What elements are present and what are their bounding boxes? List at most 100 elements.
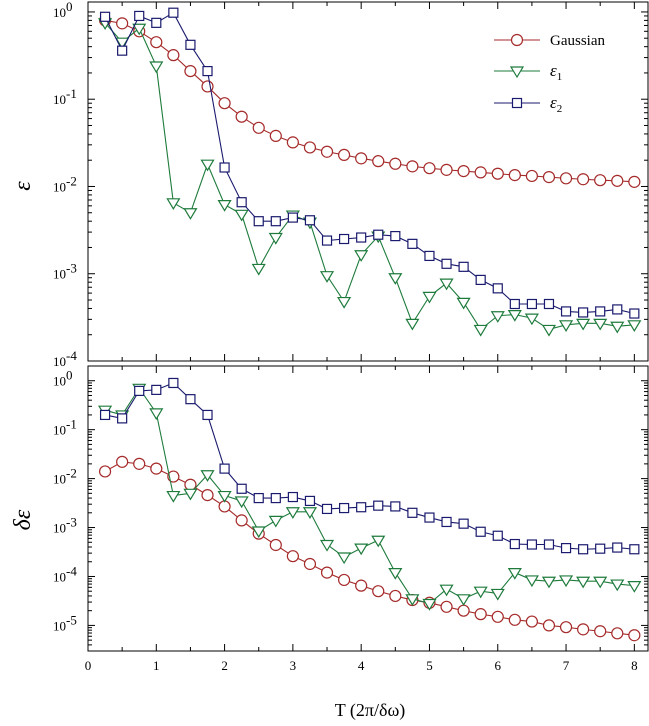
top-point-0 bbox=[457, 165, 470, 178]
bottom-point-1 bbox=[234, 496, 249, 509]
top-point-2 bbox=[202, 65, 213, 77]
top-point-2 bbox=[117, 45, 128, 56]
bottom-point-2 bbox=[321, 503, 333, 515]
top-series-line-2 bbox=[104, 11, 635, 315]
top-point-2 bbox=[168, 7, 179, 18]
bottom-point-0 bbox=[269, 538, 282, 552]
bottom-point-2 bbox=[356, 502, 367, 513]
bottom-y-tick-label: 10 bbox=[53, 423, 66, 438]
top-point-1 bbox=[251, 263, 266, 276]
top-point-1 bbox=[354, 250, 369, 262]
bottom-y-tick-exponent: -5 bbox=[66, 612, 77, 627]
bottom-point-0 bbox=[235, 514, 248, 527]
bottom-point-2 bbox=[168, 377, 179, 389]
top-point-1 bbox=[490, 311, 505, 323]
legend-label-2: ε2 bbox=[550, 93, 562, 115]
bottom-point-1 bbox=[217, 490, 232, 503]
top-point-2 bbox=[543, 298, 555, 310]
bottom-point-0 bbox=[201, 489, 214, 502]
top-point-1 bbox=[456, 297, 471, 310]
top-point-2 bbox=[321, 235, 333, 246]
bottom-y-tick-label: 10 bbox=[53, 618, 66, 633]
top-point-2 bbox=[151, 17, 162, 28]
top-point-0 bbox=[525, 169, 539, 183]
bottom-point-1 bbox=[405, 594, 420, 606]
top-y-tick-label: 10 bbox=[53, 92, 66, 107]
bottom-point-0 bbox=[440, 600, 453, 613]
bottom-point-0 bbox=[474, 608, 487, 621]
bottom-point-0 bbox=[559, 621, 573, 634]
bottom-point-2 bbox=[612, 542, 623, 553]
bottom-point-1 bbox=[627, 581, 642, 593]
top-point-0 bbox=[594, 174, 607, 187]
bottom-y-tick-label: 10 bbox=[53, 521, 66, 536]
top-point-2 bbox=[390, 230, 401, 242]
top-point-2 bbox=[441, 258, 452, 269]
top-point-1 bbox=[200, 159, 215, 172]
bottom-point-0 bbox=[150, 462, 163, 475]
top-point-0 bbox=[269, 129, 282, 142]
top-point-0 bbox=[184, 64, 197, 78]
bottom-y-axis-label: δε bbox=[10, 509, 36, 530]
top-point-2 bbox=[578, 307, 589, 318]
bottom-point-2 bbox=[492, 530, 503, 541]
top-point-2 bbox=[407, 238, 418, 249]
bottom-point-0 bbox=[303, 557, 317, 571]
legend-label-1: ε1 bbox=[550, 61, 562, 83]
bottom-point-2 bbox=[424, 512, 435, 523]
top-point-2 bbox=[338, 233, 350, 245]
top-point-2 bbox=[526, 298, 538, 310]
top-point-1 bbox=[422, 291, 437, 304]
top-point-0 bbox=[372, 155, 385, 168]
top-y-tick-label: 10 bbox=[53, 354, 66, 369]
top-y-tick-exponent: -1 bbox=[66, 86, 77, 101]
legend-marker-1 bbox=[509, 66, 525, 79]
bottom-y-tick-label: 10 bbox=[53, 374, 66, 389]
top-point-0 bbox=[337, 148, 351, 162]
x-tick-label: 1 bbox=[153, 658, 160, 673]
bottom-series-line-1 bbox=[104, 387, 635, 605]
top-point-2 bbox=[424, 250, 435, 262]
bottom-point-2 bbox=[270, 492, 281, 504]
top-point-2 bbox=[253, 216, 264, 227]
bottom-point-2 bbox=[629, 544, 640, 555]
top-point-1 bbox=[558, 320, 574, 332]
bottom-point-2 bbox=[526, 539, 538, 550]
bottom-point-2 bbox=[560, 543, 572, 554]
top-point-0 bbox=[235, 110, 248, 123]
top-point-0 bbox=[474, 166, 487, 179]
bottom-point-0 bbox=[355, 579, 368, 592]
top-point-0 bbox=[116, 17, 129, 30]
top-point-1 bbox=[183, 208, 198, 220]
x-tick-label: 6 bbox=[495, 658, 502, 673]
bottom-point-2 bbox=[390, 501, 401, 512]
bottom-point-0 bbox=[491, 610, 504, 623]
top-point-1 bbox=[439, 278, 454, 291]
top-y-tick-exponent: -3 bbox=[66, 261, 77, 276]
top-point-2 bbox=[356, 232, 367, 243]
top-y-tick-exponent: 0 bbox=[66, 0, 73, 14]
top-point-2 bbox=[287, 212, 298, 223]
bottom-point-2 bbox=[304, 495, 316, 507]
top-point-1 bbox=[610, 321, 625, 334]
x-tick-label: 8 bbox=[631, 658, 638, 673]
top-point-0 bbox=[559, 172, 573, 185]
top-point-1 bbox=[388, 273, 403, 285]
bottom-y-tick-exponent: -3 bbox=[66, 515, 77, 530]
bottom-y-tick-label: 10 bbox=[53, 472, 66, 487]
bottom-point-1 bbox=[388, 568, 403, 580]
top-point-0 bbox=[491, 167, 504, 180]
top-point-1 bbox=[627, 320, 642, 332]
bottom-point-0 bbox=[116, 455, 129, 468]
top-y-axis-label: ε bbox=[10, 181, 36, 191]
bottom-point-1 bbox=[251, 526, 266, 539]
top-point-2 bbox=[629, 308, 640, 319]
bottom-point-1 bbox=[558, 575, 574, 588]
bottom-point-2 bbox=[578, 544, 589, 555]
bottom-point-0 bbox=[167, 470, 180, 483]
top-point-0 bbox=[303, 141, 317, 154]
bottom-y-tick-exponent: 0 bbox=[66, 368, 73, 383]
bottom-panel: 10 010 -110 -210 -310 -410 -50 1 2 3 4 5 6 7 8 bbox=[53, 365, 649, 673]
top-point-2 bbox=[612, 304, 623, 315]
x-tick-label: 2 bbox=[221, 658, 228, 673]
